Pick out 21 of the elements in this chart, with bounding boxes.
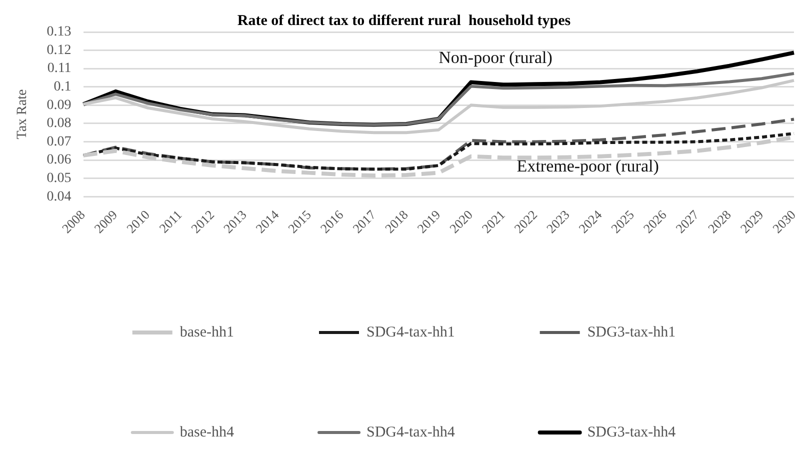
y-tick-label: 0.07 bbox=[46, 134, 72, 150]
chart-title: Rate of direct tax to different rural household types bbox=[237, 12, 571, 29]
annotation: Extreme-poor (rural) bbox=[516, 156, 659, 176]
y-tick-label: 0.09 bbox=[46, 98, 72, 113]
legend-label: base-hh1 bbox=[180, 324, 234, 340]
y-tick-label: 0.08 bbox=[46, 116, 72, 132]
y-tick-label: 0.13 bbox=[46, 24, 72, 40]
annotation: Non-poor (rural) bbox=[438, 48, 552, 67]
legend-label: SDG4-tax-hh4 bbox=[366, 424, 456, 440]
legend-label: SDG3-tax-hh1 bbox=[587, 324, 676, 340]
y-tick-label: 0.11 bbox=[47, 61, 72, 76]
y-tick-label: 0.1 bbox=[54, 80, 72, 95]
x-tick-label: 2011 bbox=[156, 207, 185, 236]
y-tick-label: 0.04 bbox=[46, 189, 72, 204]
y-axis-title: Tax Rate bbox=[15, 89, 30, 140]
y-tick-label: 0.06 bbox=[46, 152, 72, 168]
y-tick-label: 0.12 bbox=[46, 42, 72, 58]
legend-label: SDG4-tax-hh1 bbox=[366, 324, 455, 340]
y-tick-label: 0.05 bbox=[46, 170, 72, 186]
legend-label: base-hh4 bbox=[180, 424, 234, 440]
legend-label: SDG3-tax-hh4 bbox=[587, 424, 676, 440]
